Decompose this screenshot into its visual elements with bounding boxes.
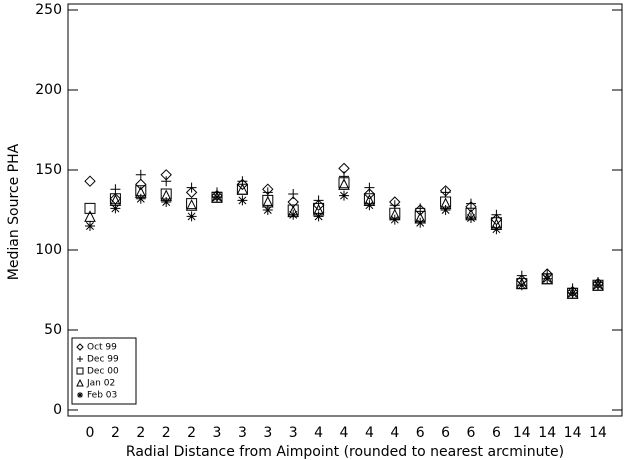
marker: [313, 211, 324, 222]
marker: [465, 201, 477, 213]
marker: [84, 202, 96, 214]
marker: [491, 224, 502, 235]
x-tick-label: 14: [564, 425, 582, 441]
x-tick-label: 14: [513, 425, 531, 441]
marker: [161, 197, 172, 207]
x-tick-label: 4: [390, 425, 399, 441]
x-tick-label: 3: [263, 425, 272, 441]
legend-symbol: [77, 392, 83, 398]
legend-symbol: [76, 378, 84, 387]
x-tick-label: 2: [162, 425, 171, 441]
marker: [338, 177, 350, 189]
legend-label: Oct 99: [87, 343, 117, 353]
x-tick-label: 0: [86, 425, 95, 441]
legend: Oct 99 Dec 99 Dec 00 Jan 02 Feb 03: [71, 337, 137, 405]
marker: [135, 185, 147, 197]
x-tick-label: 3: [213, 425, 222, 441]
marker: [212, 192, 222, 203]
legend-symbol: [76, 343, 84, 351]
legend-label: Jan 02: [86, 379, 115, 389]
y-axis-label: Median Source PHA: [6, 143, 22, 280]
marker: [389, 207, 401, 219]
legend-label: Feb 03: [87, 391, 117, 401]
marker: [110, 203, 121, 214]
marker: [236, 183, 249, 195]
plot-frame: [67, 3, 623, 417]
marker: [313, 202, 325, 214]
marker: [135, 178, 147, 191]
marker: [593, 280, 603, 291]
legend-symbol: [77, 356, 83, 362]
marker: [84, 175, 96, 187]
marker: [262, 205, 273, 215]
x-tick-label: 2: [136, 425, 145, 441]
y-tick-label: 250: [35, 2, 62, 18]
marker: [161, 176, 172, 187]
x-tick-label: 14: [589, 425, 607, 441]
marker: [109, 193, 121, 205]
marker: [466, 213, 476, 223]
marker: [262, 194, 274, 206]
marker: [339, 190, 349, 201]
marker: [440, 205, 451, 215]
marker: [363, 188, 376, 200]
x-tick-label: 6: [492, 425, 501, 441]
x-tick-label: 6: [416, 425, 425, 441]
legend-symbol: [76, 367, 84, 375]
legend-label: Dec 00: [87, 367, 119, 377]
x-tick-label: 6: [441, 425, 450, 441]
marker: [185, 199, 198, 211]
marker: [160, 188, 172, 200]
y-tick-label: 50: [44, 322, 62, 338]
marker: [415, 217, 426, 228]
x-tick-label: 6: [467, 425, 476, 441]
marker: [364, 182, 375, 193]
marker: [185, 186, 198, 199]
marker: [363, 193, 375, 205]
x-tick-label: 2: [187, 425, 196, 441]
y-tick-label: 0: [53, 402, 62, 418]
marker: [135, 169, 146, 180]
marker: [186, 211, 197, 222]
marker: [186, 198, 198, 210]
marker: [237, 195, 248, 206]
legend-label: Dec 99: [87, 355, 119, 365]
marker: [440, 187, 451, 198]
marker: [516, 280, 527, 291]
marker: [414, 210, 426, 222]
marker: [135, 193, 146, 204]
marker: [364, 200, 375, 211]
marker: [389, 214, 400, 225]
marker: [85, 221, 95, 231]
marker: [186, 182, 197, 193]
x-tick-label: 4: [314, 425, 323, 441]
marker: [288, 209, 299, 220]
x-axis-label: Radial Distance from Aimpoint (rounded t…: [126, 444, 564, 460]
marker: [466, 198, 476, 209]
marker: [542, 273, 553, 284]
marker: [440, 196, 452, 208]
x-tick-label: 4: [340, 425, 349, 441]
x-tick-label: 3: [238, 425, 247, 441]
x-tick-label: 3: [289, 425, 298, 441]
marker: [338, 178, 350, 190]
y-tick-label: 150: [35, 162, 62, 178]
marker: [236, 178, 249, 191]
y-tick-label: 100: [35, 242, 62, 258]
x-tick-label: 2: [111, 425, 120, 441]
marker: [110, 184, 121, 195]
y-tick-label: 200: [35, 82, 62, 98]
marker: [567, 288, 578, 299]
marker: [288, 189, 299, 199]
x-tick-label: 4: [365, 425, 374, 441]
marker: [490, 217, 502, 229]
x-tick-label: 14: [538, 425, 556, 441]
